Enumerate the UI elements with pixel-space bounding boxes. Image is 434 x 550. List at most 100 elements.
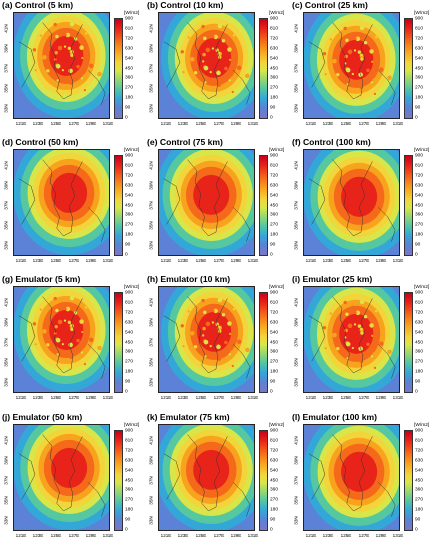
lat-label: 33N <box>290 378 302 386</box>
lat-label: 35N <box>0 358 12 366</box>
colorbar-tick: 180 <box>270 507 279 513</box>
colorbar-tick: 900 <box>270 16 279 22</box>
lat-label: 33N <box>145 378 157 387</box>
lat-label-text: 33N <box>3 516 9 525</box>
lat-label: 41N <box>145 298 157 306</box>
lat-label-text: 37N <box>293 201 299 210</box>
lon-label: 129E <box>85 258 97 263</box>
lon-label: 127E <box>358 395 370 400</box>
colorbar-tick: 0 <box>415 115 418 121</box>
lat-label-text: 39N <box>293 456 299 465</box>
panel-title: (i) Emulator (25 km) <box>292 274 373 284</box>
lat-label: 33N <box>290 516 302 524</box>
lat-label-text: 33N <box>3 378 9 387</box>
lat-label: 39N <box>290 456 302 465</box>
colorbar-tick: 810 <box>125 300 134 306</box>
colorbar-tick: 360 <box>415 487 424 493</box>
panel-title: (b) Control (10 km) <box>147 0 224 10</box>
lon-label: 123E <box>32 533 44 538</box>
colorbar-tick: 180 <box>270 95 279 101</box>
lat-label-text: 33N <box>3 241 9 250</box>
lat-label-text: 39N <box>293 318 299 327</box>
lon-label: 125E <box>340 258 352 263</box>
lon-label: 131E <box>247 395 259 400</box>
radiation-field <box>304 150 399 255</box>
colorbar-tick: 90 <box>270 105 276 111</box>
lon-label: 129E <box>230 533 242 538</box>
colorbar-unit: [W/m2] <box>124 423 140 428</box>
colorbar-tick: 720 <box>415 448 424 454</box>
colorbar-tick: 90 <box>415 105 421 111</box>
lat-label-text: 37N <box>3 201 9 210</box>
colorbar-tick: 450 <box>125 66 134 71</box>
lat-label: 41N <box>145 24 157 32</box>
colorbar-tick: 630 <box>270 183 279 189</box>
colorbar-tick: 630 <box>125 46 134 52</box>
colorbar-tick: 540 <box>415 56 424 62</box>
colorbar-tick: 270 <box>415 359 424 365</box>
lat-label-text: 41N <box>293 298 299 307</box>
colorbar-tick: 810 <box>415 300 424 306</box>
colorbar-tick: 0 <box>125 115 128 121</box>
lat-label-text: 37N <box>293 338 299 347</box>
colorbar-unit: [W/m2] <box>269 11 285 16</box>
lat-label-text: 35N <box>148 84 154 93</box>
panel-e: (e) Control (75 km) 41N 39N 37N 35N 33N 121E 12… <box>145 137 289 274</box>
lat-label-text: 41N <box>148 161 154 170</box>
panel-j: (j) Emulator (50 km) 41N 39N 37N 35N 33N 121E 1… <box>0 412 144 549</box>
colorbar-tick: 720 <box>270 173 279 179</box>
colorbar-tick: 90 <box>270 242 276 248</box>
lat-label-text: 37N <box>148 64 154 73</box>
lat-label: 35N <box>290 84 302 92</box>
lon-label: 123E <box>322 395 334 400</box>
colorbar-tick: 810 <box>125 26 134 32</box>
lon-label: 131E <box>392 533 404 538</box>
lon-label: 127E <box>68 533 80 538</box>
lat-label: 35N <box>290 496 302 504</box>
lat-label-text: 39N <box>293 44 299 53</box>
colorbar <box>404 292 413 393</box>
colorbar-tick: 810 <box>415 438 424 444</box>
colorbar-tick: 180 <box>415 95 424 101</box>
lat-label: 37N <box>290 338 302 347</box>
colorbar-tick: 0 <box>415 527 418 533</box>
panel-title: (d) Control (50 km) <box>2 137 79 147</box>
colorbar <box>259 155 268 256</box>
lat-label: 37N <box>145 201 157 209</box>
lat-label-text: 33N <box>148 378 154 387</box>
colorbar-tick: 720 <box>125 36 134 42</box>
panel-g: (g) Emulator (5 km) 41N 39N 37N 35N 33N 121E 12… <box>0 274 144 411</box>
colorbar-tick: 270 <box>125 85 134 91</box>
radiation-map <box>13 286 110 393</box>
colorbar-tick: 720 <box>270 448 279 454</box>
lon-label: 125E <box>50 395 62 400</box>
colorbar-tick: 90 <box>125 517 131 523</box>
lat-label-text: 35N <box>148 358 154 367</box>
colorbar <box>404 155 413 256</box>
colorbar-tick: 630 <box>125 320 134 326</box>
lon-label: 123E <box>177 395 189 400</box>
radiation-map <box>303 424 400 531</box>
lat-label: 39N <box>290 44 302 53</box>
colorbar-tick: 270 <box>415 497 424 503</box>
lon-label: 129E <box>85 121 97 126</box>
colorbar-tick: 450 <box>415 478 424 483</box>
colorbar-tick: 630 <box>125 458 134 464</box>
colorbar <box>259 292 268 393</box>
lat-label-text: 37N <box>3 476 9 485</box>
colorbar-tick: 450 <box>125 478 134 483</box>
radiation-field <box>14 425 109 530</box>
lon-label: 129E <box>375 395 387 400</box>
lat-label: 39N <box>145 181 157 189</box>
lon-label: 123E <box>32 258 44 263</box>
colorbar-unit: [W/m2] <box>414 11 430 16</box>
colorbar-tick: 720 <box>270 310 279 316</box>
lat-label-text: 37N <box>148 338 154 347</box>
radiation-map <box>13 424 110 531</box>
lat-label: 33N <box>0 378 12 387</box>
colorbar-tick: 630 <box>415 320 424 326</box>
lat-label: 39N <box>290 318 302 327</box>
colorbar-tick: 810 <box>270 438 279 444</box>
colorbar-tick: 0 <box>270 252 273 258</box>
colorbar-tick: 720 <box>125 173 134 179</box>
